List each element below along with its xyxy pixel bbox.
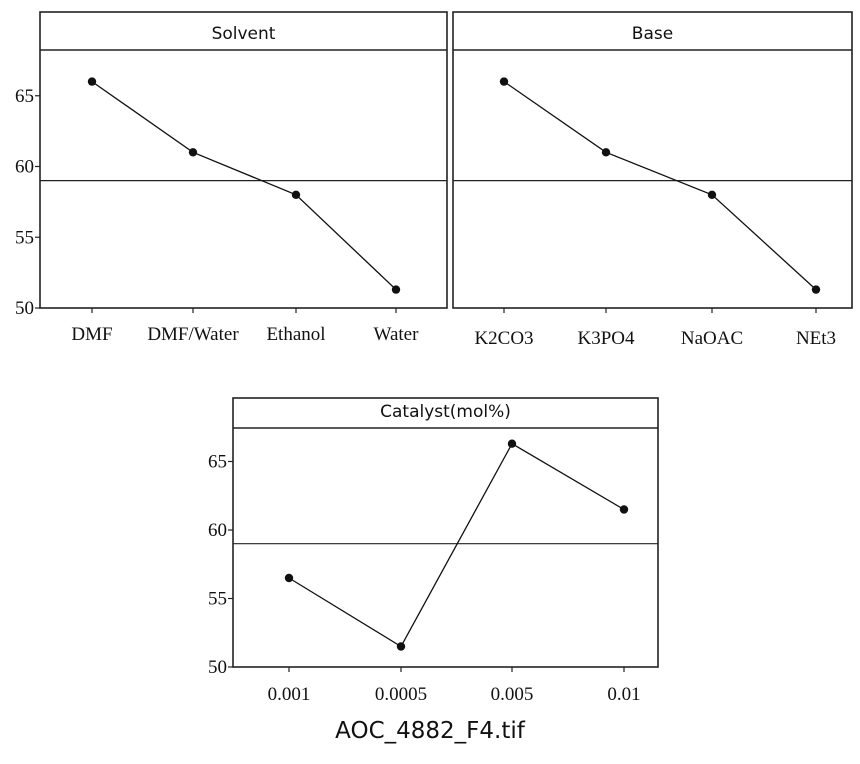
base-frame bbox=[452, 11, 853, 309]
catalyst-series-line bbox=[288, 442, 625, 648]
base-panel: Base K2CO3 K3PO4 NaOAC NEt3 bbox=[452, 11, 853, 349]
catalyst-frame bbox=[232, 397, 659, 668]
solvent-category-label: Ethanol bbox=[266, 324, 325, 345]
solvent-data-point bbox=[87, 77, 97, 86]
catalyst-ytick-label: 65 bbox=[208, 452, 227, 473]
base-data-point bbox=[707, 190, 717, 199]
solvent-category-label: DMF bbox=[71, 324, 112, 345]
base-data-point bbox=[499, 77, 509, 86]
base-data-point bbox=[811, 285, 821, 294]
solvent-title: Solvent bbox=[212, 24, 276, 44]
catalyst-data-point bbox=[507, 439, 517, 448]
solvent-data-point bbox=[391, 285, 401, 294]
figure-caption: AOC_4882_F4.tif bbox=[335, 718, 525, 744]
catalyst-data-point bbox=[619, 505, 629, 514]
solvent-ytick-label: 60 bbox=[15, 157, 34, 178]
base-category-label: K2CO3 bbox=[474, 328, 533, 349]
solvent-series-line bbox=[91, 81, 397, 291]
catalyst-data-point bbox=[396, 642, 406, 651]
base-category-label: K3PO4 bbox=[577, 328, 635, 349]
solvent-data-point bbox=[188, 148, 198, 157]
solvent-data-point bbox=[291, 190, 301, 199]
solvent-frame bbox=[39, 11, 448, 309]
base-category-label: NEt3 bbox=[796, 328, 836, 349]
solvent-category-label: Water bbox=[374, 324, 420, 345]
catalyst-category-label: 0.005 bbox=[491, 684, 534, 705]
catalyst-data-point bbox=[284, 573, 294, 583]
solvent-category-label: DMF/Water bbox=[147, 324, 239, 345]
base-category-label: NaOAC bbox=[681, 328, 743, 349]
base-series-line bbox=[503, 81, 817, 291]
catalyst-ytick-label: 55 bbox=[208, 589, 227, 610]
catalyst-ytick-label: 60 bbox=[208, 520, 227, 541]
base-data-point bbox=[601, 148, 611, 157]
solvent-ytick-label: 50 bbox=[15, 298, 34, 319]
solvent-ytick-label: 65 bbox=[15, 86, 34, 107]
catalyst-category-label: 0.0005 bbox=[375, 684, 427, 705]
base-title: Base bbox=[632, 24, 673, 44]
catalyst-ytick-label: 50 bbox=[208, 657, 227, 678]
solvent-ytick-label: 55 bbox=[15, 227, 34, 248]
catalyst-panel: Catalyst(mol%) 50 55 60 65 0.001 0.0005 0.005 0.… bbox=[208, 397, 659, 705]
catalyst-category-label: 0.001 bbox=[268, 684, 311, 705]
solvent-panel: Solvent 50 55 60 65 DMF DMF/Water Ethanol Water bbox=[15, 11, 448, 345]
catalyst-title: Catalyst(mol%) bbox=[380, 402, 511, 422]
catalyst-category-label: 0.01 bbox=[607, 684, 640, 705]
